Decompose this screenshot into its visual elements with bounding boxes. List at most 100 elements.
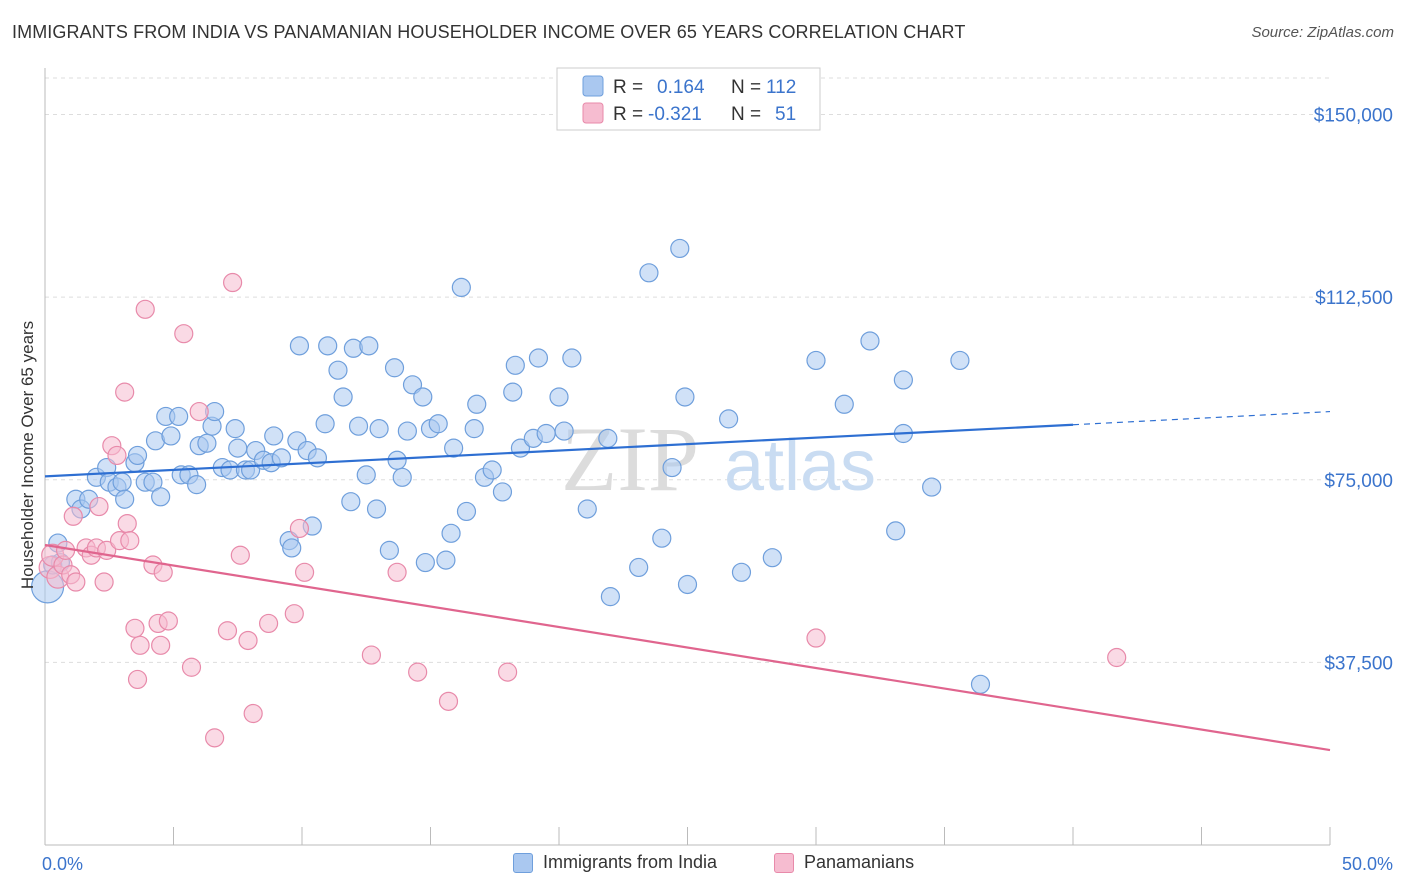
- data-points: [30, 238, 1127, 748]
- point-india-31: [225, 419, 245, 439]
- point-india-68: [436, 550, 456, 570]
- point-india-56: [366, 499, 387, 519]
- point-india-18: [151, 487, 171, 507]
- point-india-70: [444, 438, 464, 458]
- y-axis-label: Householder Income Over 65 years: [18, 321, 37, 589]
- legend-n-value-blue: 112: [766, 77, 796, 98]
- legend-item-india: Immigrants from India: [513, 852, 717, 873]
- point-india-83: [536, 423, 556, 444]
- point-india-108: [970, 674, 991, 694]
- chart-title: IMMIGRANTS FROM INDIA VS PANAMANIAN HOUS…: [12, 22, 966, 42]
- legend-label-india: Immigrants from India: [543, 852, 718, 872]
- point-india-48: [318, 336, 338, 356]
- point-india-24: [187, 475, 207, 495]
- legend-swatch-blue: [582, 75, 604, 97]
- point-panamanian-28: [158, 611, 178, 631]
- trend-lines: [44, 410, 1331, 752]
- point-india-92: [652, 528, 672, 548]
- point-panamanian-42: [361, 645, 381, 665]
- point-india-71: [451, 277, 471, 298]
- point-panamanian-33: [217, 621, 238, 641]
- point-india-54: [356, 465, 376, 485]
- y-tick-label-2: $112,500: [1315, 288, 1393, 309]
- point-india-107: [950, 350, 970, 371]
- point-panamanian-43: [387, 562, 407, 582]
- point-panamanian-20: [125, 618, 145, 638]
- point-panamanian-6: [63, 506, 83, 526]
- legend-swatch-pink: [582, 102, 604, 124]
- point-india-63: [402, 375, 423, 395]
- point-india-96: [677, 574, 698, 595]
- legend-n-label-blue: N =: [731, 77, 761, 98]
- point-india-14: [127, 445, 148, 466]
- source-credit: Source: ZipAtlas.com: [1251, 24, 1394, 41]
- point-india-67: [428, 414, 448, 434]
- point-india-73: [464, 419, 484, 439]
- point-india-85: [554, 421, 574, 441]
- point-india-99: [762, 548, 782, 568]
- point-india-50: [333, 387, 353, 407]
- point-india-101: [834, 394, 854, 414]
- point-panamanian-31: [189, 401, 209, 422]
- point-india-91: [639, 263, 659, 283]
- point-india-62: [397, 421, 417, 441]
- point-india-103: [886, 521, 906, 541]
- point-panamanian-47: [806, 628, 826, 648]
- point-panamanian-32: [205, 728, 225, 748]
- point-panamanian-37: [243, 703, 263, 724]
- legend-n-value-pink: 51: [775, 104, 796, 125]
- point-panamanian-40: [289, 518, 310, 539]
- legend-n-label-pink: N =: [731, 104, 761, 125]
- legend-label-panamanians: Panamanians: [804, 852, 915, 872]
- point-india-41: [282, 538, 302, 558]
- point-india-93: [662, 457, 682, 478]
- point-panamanian-39: [284, 604, 304, 624]
- point-india-32: [228, 438, 248, 458]
- point-india-87: [577, 499, 597, 519]
- point-india-86: [562, 348, 582, 368]
- legend-swatch-panamanians: [774, 852, 794, 873]
- x-tick-labels: 0.0% 50.0%: [42, 854, 1393, 874]
- point-panamanian-35: [230, 545, 250, 565]
- legend-r-label-pink: R =: [613, 104, 643, 125]
- point-india-60: [387, 450, 407, 470]
- y-tick-label-0: $37,500: [1324, 653, 1393, 674]
- point-panamanian-15: [107, 445, 127, 466]
- point-panamanian-34: [223, 272, 243, 293]
- point-india-89: [600, 587, 621, 607]
- trend-panamanian: [44, 543, 1331, 752]
- point-panamanian-11: [89, 496, 109, 517]
- point-india-100: [806, 350, 826, 371]
- series-legend: Immigrants from India Panamanians: [0, 852, 1406, 878]
- point-india-64: [413, 387, 433, 407]
- legend-r-value-blue: 0.164: [657, 77, 705, 98]
- point-india-69: [441, 523, 461, 543]
- point-india-77: [492, 482, 513, 502]
- point-panamanian-46: [498, 662, 518, 682]
- zipatlas-watermark: ZIP atlas: [561, 408, 876, 510]
- point-india-88: [598, 428, 618, 448]
- legend-r-label-blue: R =: [613, 77, 643, 98]
- point-panamanian-21: [127, 669, 148, 690]
- trend-india-solid: [44, 423, 1074, 478]
- point-india-90: [629, 557, 649, 578]
- correlation-legend: R = 0.164 N = 112 R = -0.321 N = 51: [556, 67, 821, 131]
- point-india-11: [112, 472, 132, 492]
- point-india-78: [503, 382, 523, 402]
- x-tick-label-0: 0.0%: [42, 854, 83, 874]
- point-panamanian-45: [438, 691, 459, 711]
- point-panamanian-48: [1107, 647, 1127, 668]
- legend-r-value-pink: -0.321: [648, 104, 702, 125]
- x-tick-label-1: 50.0%: [1342, 854, 1393, 874]
- point-panamanian-38: [258, 613, 279, 634]
- point-india-39: [271, 448, 292, 468]
- point-india-12: [115, 489, 135, 509]
- legend-swatch-india: [513, 852, 533, 873]
- trend-india-dashed: [1072, 410, 1331, 426]
- point-panamanian-23: [135, 299, 155, 319]
- point-india-59: [384, 358, 405, 378]
- point-panamanian-41: [294, 562, 315, 582]
- y-tick-label-1: $75,000: [1324, 471, 1393, 492]
- y-tick-label-3: $150,000: [1314, 106, 1393, 127]
- point-panamanian-17: [115, 382, 135, 402]
